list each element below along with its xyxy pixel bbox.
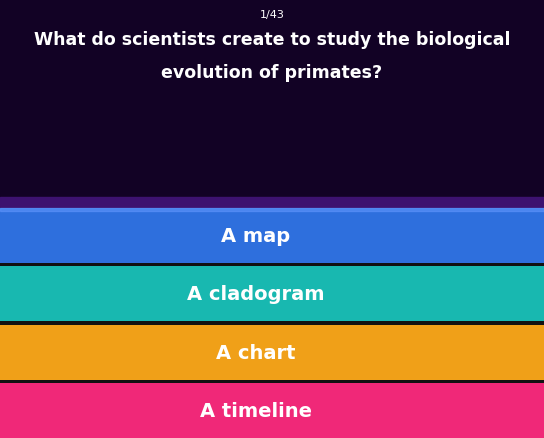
Bar: [0, 267, 544, 321]
Bar: [0, 380, 544, 383]
Text: A timeline: A timeline: [200, 401, 312, 420]
Text: evolution of primates?: evolution of primates?: [162, 64, 382, 81]
Bar: [0, 383, 544, 438]
Text: A chart: A chart: [216, 343, 295, 362]
Text: A map: A map: [221, 226, 290, 245]
Bar: [0, 208, 544, 212]
Bar: [0, 0, 544, 210]
Bar: [0, 321, 544, 325]
Bar: [0, 197, 544, 250]
Bar: [0, 208, 544, 263]
Bar: [0, 263, 544, 267]
Text: What do scientists create to study the biological: What do scientists create to study the b…: [34, 31, 510, 49]
Text: A cladogram: A cladogram: [187, 285, 324, 304]
Text: 1/43: 1/43: [259, 10, 285, 20]
Bar: [0, 325, 544, 380]
